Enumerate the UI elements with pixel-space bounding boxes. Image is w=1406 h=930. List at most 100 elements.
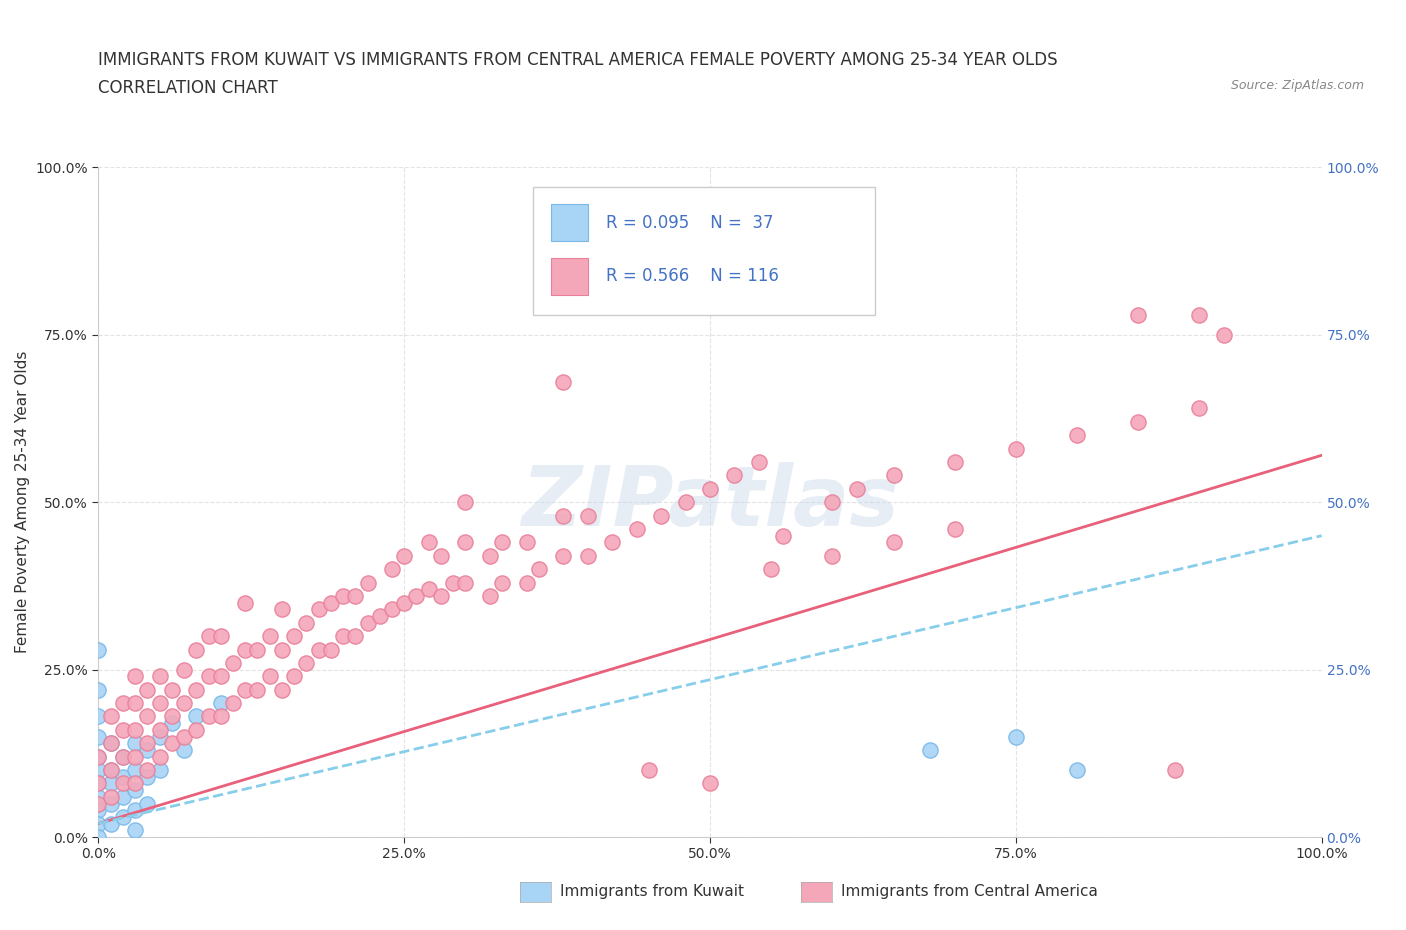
- Point: [553, 549, 575, 564]
- Point: [418, 582, 440, 597]
- Point: [246, 642, 269, 657]
- Point: [553, 374, 575, 389]
- Point: [454, 535, 477, 550]
- Point: [405, 589, 427, 604]
- Point: [124, 669, 146, 684]
- Point: [491, 535, 513, 550]
- Point: [160, 716, 183, 731]
- Point: [295, 656, 318, 671]
- Point: [136, 736, 159, 751]
- Point: [209, 629, 232, 644]
- Point: [821, 495, 844, 510]
- Point: [87, 709, 110, 724]
- Text: CORRELATION CHART: CORRELATION CHART: [98, 79, 278, 97]
- Point: [392, 595, 416, 610]
- Point: [111, 723, 134, 737]
- Point: [149, 763, 172, 777]
- Point: [233, 595, 256, 610]
- Text: ZIPatlas: ZIPatlas: [522, 461, 898, 543]
- Point: [100, 796, 122, 811]
- Point: [160, 683, 183, 698]
- Point: [1164, 763, 1187, 777]
- Point: [748, 455, 770, 470]
- Point: [124, 696, 146, 711]
- Point: [100, 763, 122, 777]
- Point: [186, 723, 208, 737]
- Text: IMMIGRANTS FROM KUWAIT VS IMMIGRANTS FROM CENTRAL AMERICA FEMALE POVERTY AMONG 2: IMMIGRANTS FROM KUWAIT VS IMMIGRANTS FRO…: [98, 51, 1059, 69]
- Point: [675, 495, 697, 510]
- Point: [1066, 428, 1088, 443]
- Point: [283, 669, 305, 684]
- Point: [124, 723, 146, 737]
- Point: [209, 709, 232, 724]
- Point: [124, 776, 146, 790]
- Point: [344, 629, 367, 644]
- Point: [87, 790, 110, 804]
- Text: R = 0.095    N =  37: R = 0.095 N = 37: [606, 214, 773, 232]
- Point: [259, 629, 281, 644]
- Point: [576, 549, 599, 564]
- Point: [111, 790, 134, 804]
- Point: [186, 642, 208, 657]
- Point: [124, 823, 146, 838]
- Point: [186, 709, 208, 724]
- Point: [87, 803, 110, 817]
- Point: [295, 616, 318, 631]
- Point: [111, 776, 134, 790]
- Point: [392, 549, 416, 564]
- Point: [149, 723, 172, 737]
- Point: [381, 562, 404, 577]
- Text: Immigrants from Central America: Immigrants from Central America: [841, 884, 1098, 899]
- Point: [222, 696, 245, 711]
- Point: [111, 750, 134, 764]
- Point: [233, 683, 256, 698]
- Point: [478, 589, 501, 604]
- Point: [478, 549, 501, 564]
- Point: [124, 783, 146, 798]
- Point: [173, 729, 195, 744]
- Point: [454, 495, 477, 510]
- Point: [197, 629, 219, 644]
- Point: [723, 468, 745, 483]
- Point: [699, 776, 721, 790]
- Point: [100, 736, 122, 751]
- Point: [368, 608, 391, 623]
- Point: [319, 595, 342, 610]
- Point: [173, 662, 195, 677]
- Point: [197, 709, 219, 724]
- Point: [173, 742, 195, 757]
- Point: [100, 736, 122, 751]
- Point: [1004, 729, 1026, 744]
- Point: [124, 750, 146, 764]
- Point: [209, 669, 232, 684]
- Point: [100, 790, 122, 804]
- Point: [222, 656, 245, 671]
- Point: [1188, 307, 1211, 322]
- Point: [332, 629, 354, 644]
- Point: [1212, 327, 1234, 342]
- Point: [1188, 401, 1211, 416]
- Point: [160, 709, 183, 724]
- Point: [943, 455, 966, 470]
- Point: [100, 817, 122, 831]
- Point: [920, 742, 942, 757]
- Bar: [551, 258, 588, 295]
- Point: [332, 589, 354, 604]
- Point: [356, 575, 378, 590]
- Text: R = 0.566    N = 116: R = 0.566 N = 116: [606, 267, 779, 286]
- Point: [124, 736, 146, 751]
- Point: [821, 549, 844, 564]
- Point: [491, 575, 513, 590]
- Point: [197, 669, 219, 684]
- Point: [186, 683, 208, 698]
- Point: [124, 803, 146, 817]
- Point: [883, 468, 905, 483]
- Point: [87, 683, 110, 698]
- Point: [87, 750, 110, 764]
- Point: [87, 763, 110, 777]
- Point: [111, 750, 134, 764]
- Point: [356, 616, 378, 631]
- Point: [209, 696, 232, 711]
- Point: [87, 642, 110, 657]
- Point: [650, 508, 672, 523]
